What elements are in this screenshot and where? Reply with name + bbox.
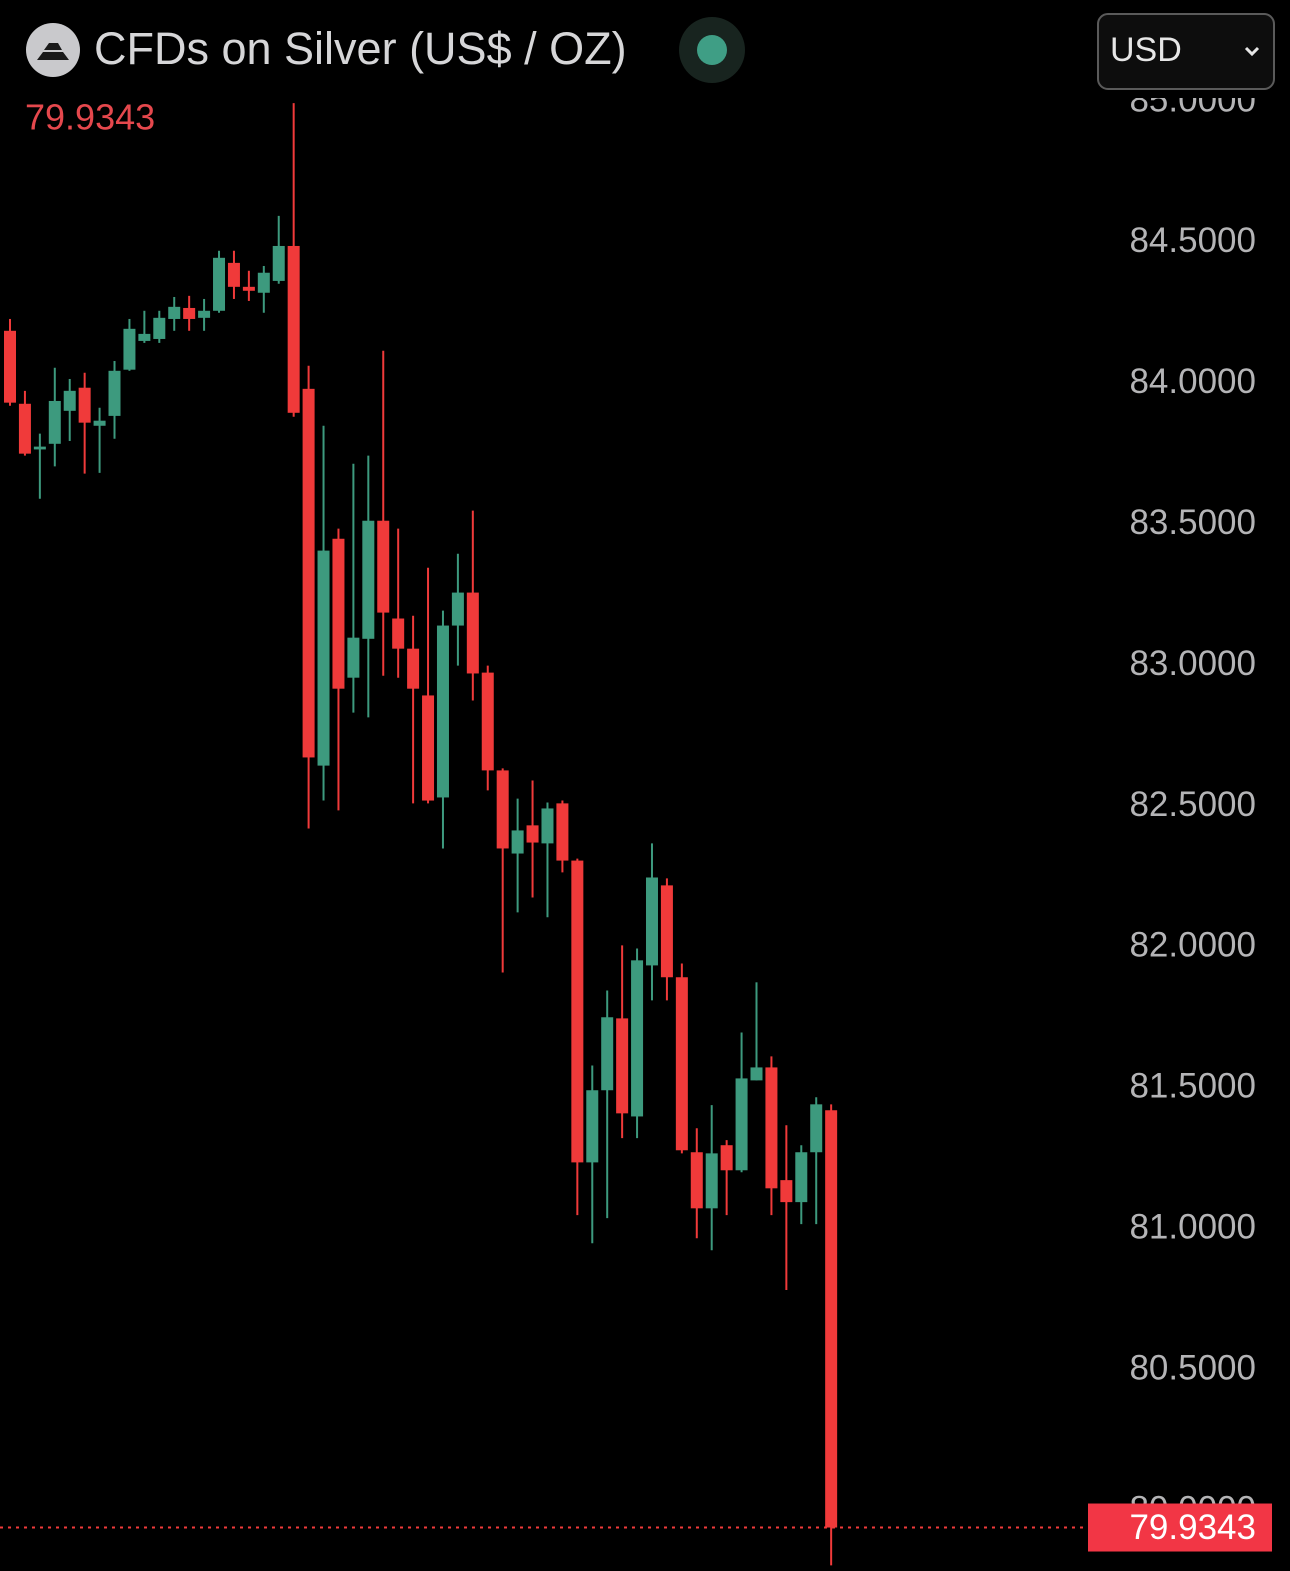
candle-body (645, 877, 658, 966)
y-tick-label: 84.0000 (1129, 362, 1256, 401)
candle-body (4, 330, 16, 403)
candle-body (33, 446, 46, 450)
y-tick-label: 81.0000 (1129, 1207, 1256, 1246)
candle-body (123, 328, 136, 370)
candle-body (227, 262, 240, 287)
y-tick-label: 80.5000 (1129, 1348, 1256, 1387)
candle-body (810, 1104, 823, 1153)
y-tick-label: 83.0000 (1129, 644, 1256, 683)
status-dot (697, 35, 727, 65)
candle-body (496, 770, 509, 849)
candle-body (302, 388, 315, 758)
candle-body (422, 695, 435, 801)
y-tick-label: 83.5000 (1129, 503, 1256, 542)
y-tick-label: 82.5000 (1129, 785, 1256, 824)
instrument-icon-bars (37, 43, 69, 60)
candle-body (78, 387, 91, 423)
candle-body (332, 538, 345, 689)
candle-body (660, 885, 673, 978)
y-tick-label: 84.5000 (1129, 221, 1256, 260)
last-price-box (1088, 1503, 1272, 1552)
candle-body (705, 1153, 718, 1209)
candle-body (347, 637, 360, 678)
chart-title: CFDs on Silver (US$ / OZ) (94, 23, 627, 74)
candle-body (690, 1152, 703, 1209)
candle-body (93, 420, 106, 426)
header: CFDs on Silver (US$ / OZ) 79.9343 USD (25, 13, 1275, 138)
candle-body (526, 825, 539, 843)
chevron[interactable] (1244, 46, 1260, 57)
candle-body (108, 370, 121, 416)
currency-label[interactable]: USD (1110, 31, 1182, 69)
candle-body (616, 1018, 629, 1114)
candle-body (750, 1067, 763, 1081)
candle-body (735, 1078, 748, 1171)
last-price-overlay: 79.9343 (0, 1503, 1272, 1552)
candle-body (272, 245, 285, 281)
candle-body (541, 808, 554, 844)
last-price-label: 79.9343 (1129, 1508, 1256, 1547)
candle-body (317, 550, 330, 766)
y-tick-label: 85.0000 (1129, 80, 1256, 119)
candle-body (436, 625, 449, 798)
candle-body (407, 648, 420, 689)
candle-body (138, 333, 151, 341)
y-tick-label: 82.0000 (1129, 926, 1256, 965)
candle-body (571, 860, 584, 1163)
candle-body (287, 245, 300, 413)
candle-body (242, 286, 255, 291)
candle-body (63, 390, 76, 411)
candle-body (392, 618, 405, 649)
candle-body (795, 1152, 808, 1203)
header-price: 79.9343 (25, 97, 155, 138)
candle-body (168, 306, 181, 319)
candle-body (153, 317, 166, 339)
candle-body (780, 1180, 793, 1203)
candle-body (720, 1145, 733, 1171)
currency-select[interactable]: USD (1097, 13, 1275, 90)
candle-body (451, 592, 464, 626)
candle-body (481, 672, 494, 771)
candles (4, 103, 838, 1566)
candle-body (556, 803, 569, 861)
candle-body (183, 307, 196, 319)
candle-body (466, 592, 479, 674)
y-tick-label: 81.5000 (1129, 1067, 1256, 1106)
candle-body (765, 1067, 778, 1189)
y-axis: 80.000080.500081.000081.500082.000082.50… (1129, 80, 1256, 1528)
candle-body (675, 977, 688, 1151)
candle-body (213, 257, 226, 311)
candle-body (257, 272, 270, 293)
candle-body (511, 830, 524, 854)
candle-body (362, 520, 375, 639)
candle-body (48, 400, 61, 444)
candle-body (586, 1090, 599, 1163)
candle-body (825, 1110, 838, 1528)
candle-body (18, 403, 31, 454)
candle-body (631, 960, 644, 1117)
currency-select-box[interactable] (1097, 13, 1275, 90)
candle-body (198, 310, 211, 318)
candle-body (601, 1017, 614, 1091)
candle-body (377, 520, 390, 613)
